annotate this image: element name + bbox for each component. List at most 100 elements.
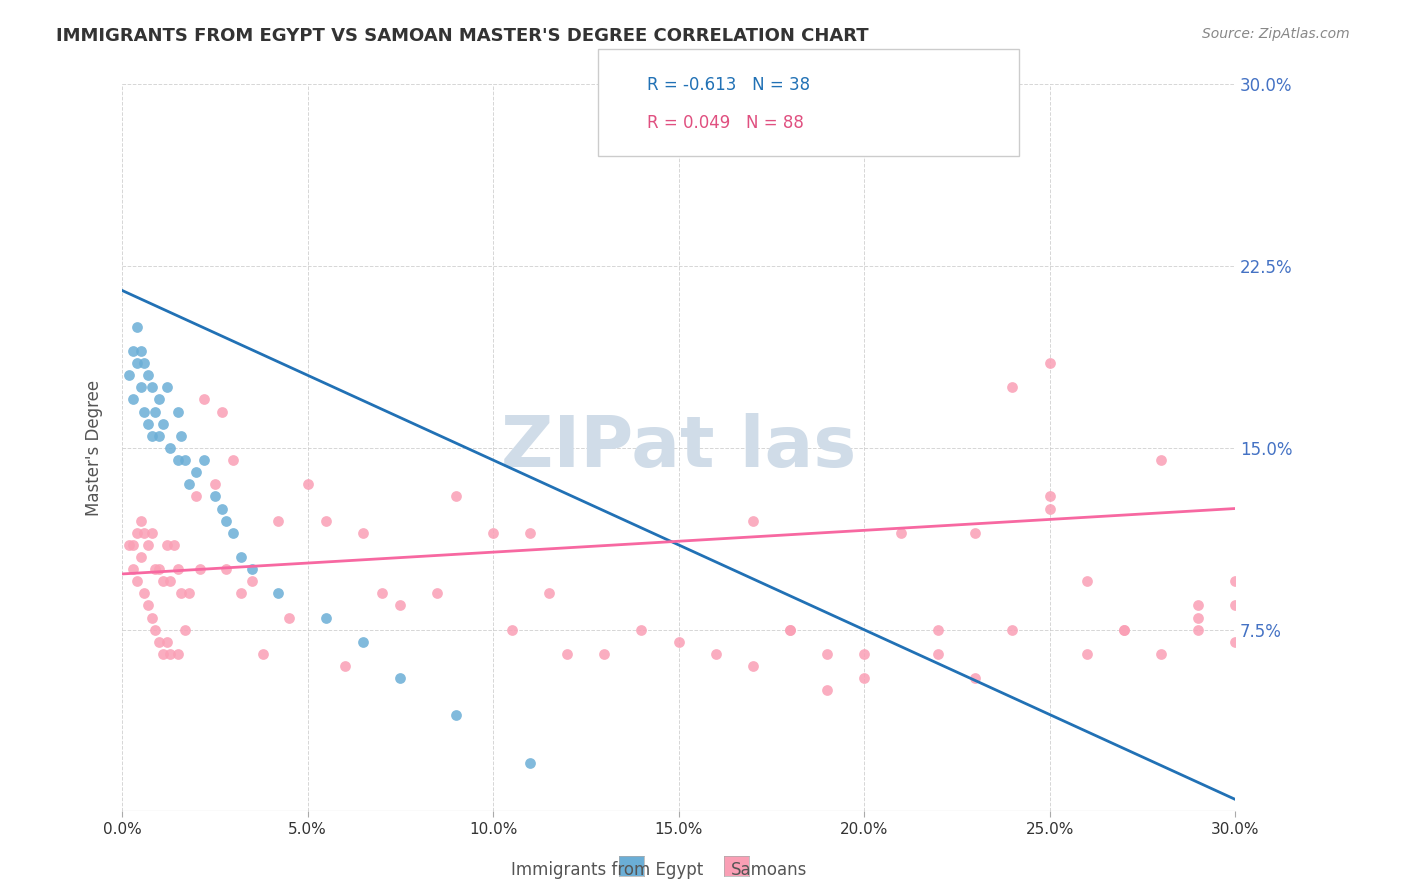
Point: [145, 562, 167, 576]
Point: [188, 562, 211, 576]
Point: [1187, 599, 1209, 613]
Point: [148, 392, 170, 407]
Point: [297, 477, 319, 491]
Point: [145, 623, 167, 637]
Point: [193, 392, 215, 407]
Point: [186, 490, 208, 504]
Point: [129, 514, 152, 528]
Point: [125, 319, 148, 334]
Point: [315, 610, 337, 624]
Point: [122, 562, 145, 576]
Point: [118, 368, 141, 383]
Point: [519, 756, 541, 770]
Point: [965, 525, 987, 540]
Point: [136, 599, 159, 613]
Point: [215, 514, 238, 528]
Point: [155, 538, 177, 552]
Point: [927, 623, 949, 637]
Point: [444, 490, 467, 504]
Point: [222, 453, 245, 467]
Point: [141, 610, 163, 624]
Point: [125, 356, 148, 370]
Point: [1001, 623, 1024, 637]
Point: [152, 647, 174, 661]
Point: [853, 671, 876, 685]
Point: [555, 647, 578, 661]
Point: [815, 683, 838, 698]
Point: [211, 404, 233, 418]
Point: [229, 549, 252, 564]
Point: [141, 525, 163, 540]
Text: Immigrants from Egypt: Immigrants from Egypt: [510, 861, 703, 879]
Point: [204, 490, 226, 504]
Point: [136, 417, 159, 431]
Point: [141, 429, 163, 443]
Point: [1187, 610, 1209, 624]
Text: R = 0.049   N = 88: R = 0.049 N = 88: [647, 114, 804, 132]
Point: [136, 368, 159, 383]
Point: [122, 538, 145, 552]
Point: [136, 538, 159, 552]
Point: [593, 647, 616, 661]
Point: [1150, 453, 1173, 467]
Point: [177, 477, 200, 491]
Point: [240, 562, 263, 576]
Point: [166, 453, 188, 467]
Point: [815, 647, 838, 661]
Point: [352, 635, 374, 649]
Point: [1223, 635, 1246, 649]
Point: [152, 574, 174, 589]
Point: [927, 647, 949, 661]
Point: [668, 635, 690, 649]
Point: [125, 525, 148, 540]
Point: [129, 344, 152, 359]
Point: [1150, 647, 1173, 661]
Point: [159, 574, 181, 589]
Point: [129, 380, 152, 394]
Point: [129, 549, 152, 564]
Point: [148, 429, 170, 443]
Point: [1187, 623, 1209, 637]
Point: [141, 380, 163, 394]
Point: [779, 623, 801, 637]
Point: [444, 707, 467, 722]
Point: [134, 586, 156, 600]
Point: [240, 574, 263, 589]
Point: [229, 586, 252, 600]
Point: [315, 514, 337, 528]
Text: Samoans: Samoans: [731, 861, 807, 879]
Point: [174, 453, 197, 467]
Point: [186, 465, 208, 479]
Point: [118, 538, 141, 552]
Text: ZIPat las: ZIPat las: [501, 413, 856, 483]
Point: [482, 525, 505, 540]
Point: [333, 659, 356, 673]
Point: [152, 417, 174, 431]
Point: [519, 525, 541, 540]
Point: [163, 538, 186, 552]
Point: [252, 647, 274, 661]
Point: [1223, 574, 1246, 589]
Point: [965, 671, 987, 685]
Point: [170, 586, 193, 600]
Point: [741, 659, 763, 673]
Point: [155, 380, 177, 394]
Point: [1076, 647, 1098, 661]
Point: [267, 514, 290, 528]
Point: [145, 404, 167, 418]
Point: [134, 404, 156, 418]
Point: [166, 647, 188, 661]
Point: [148, 562, 170, 576]
Point: [1076, 574, 1098, 589]
Point: [134, 356, 156, 370]
Text: IMMIGRANTS FROM EGYPT VS SAMOAN MASTER'S DEGREE CORRELATION CHART: IMMIGRANTS FROM EGYPT VS SAMOAN MASTER'S…: [56, 27, 869, 45]
Point: [352, 525, 374, 540]
Point: [267, 586, 290, 600]
Point: [890, 525, 912, 540]
Point: [1112, 623, 1135, 637]
Point: [704, 647, 727, 661]
Point: [159, 441, 181, 455]
Text: R = -0.613   N = 38: R = -0.613 N = 38: [647, 76, 810, 94]
Point: [1001, 380, 1024, 394]
Text: Source: ZipAtlas.com: Source: ZipAtlas.com: [1202, 27, 1350, 41]
